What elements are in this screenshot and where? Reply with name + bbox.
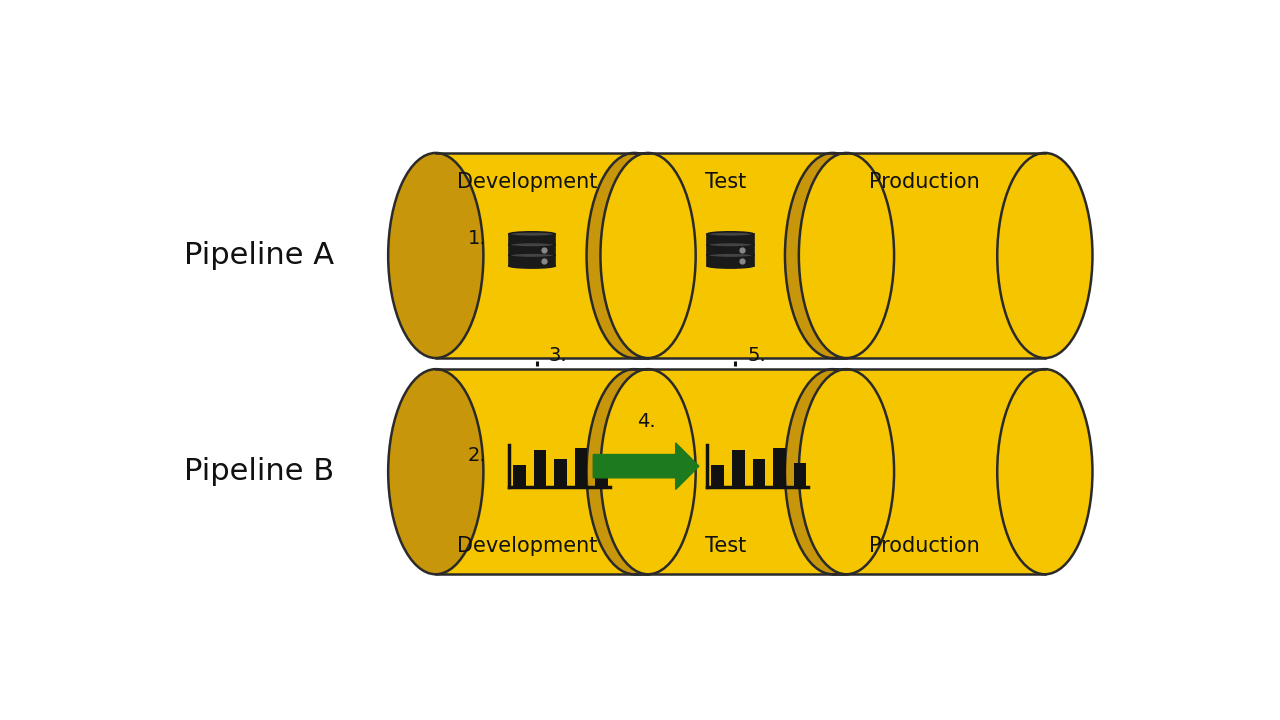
Bar — [634, 369, 846, 575]
Text: 5.: 5. — [748, 346, 765, 365]
Ellipse shape — [708, 253, 754, 258]
Bar — [832, 369, 1044, 575]
Text: Pipeline A: Pipeline A — [184, 241, 334, 270]
Bar — [435, 153, 648, 358]
Bar — [509, 256, 556, 266]
Ellipse shape — [509, 232, 556, 236]
Text: Test: Test — [705, 171, 746, 192]
Ellipse shape — [997, 369, 1093, 575]
Text: 4.: 4. — [636, 413, 655, 431]
Bar — [773, 448, 786, 487]
FancyArrow shape — [593, 443, 699, 490]
Ellipse shape — [586, 153, 682, 358]
Bar — [753, 459, 765, 487]
Ellipse shape — [600, 153, 696, 358]
Text: Development: Development — [457, 171, 598, 192]
Text: 1.: 1. — [467, 230, 486, 248]
Ellipse shape — [997, 153, 1093, 358]
Text: Pipeline B: Pipeline B — [184, 457, 334, 486]
Ellipse shape — [509, 253, 556, 258]
Text: 3.: 3. — [549, 346, 567, 365]
Bar — [712, 465, 724, 487]
Text: Production: Production — [869, 536, 979, 556]
Ellipse shape — [388, 369, 484, 575]
Bar — [534, 450, 547, 487]
Bar — [435, 369, 648, 575]
Ellipse shape — [785, 369, 881, 575]
Ellipse shape — [785, 153, 881, 358]
Bar — [794, 464, 806, 487]
Bar — [595, 464, 608, 487]
Bar — [509, 245, 556, 255]
Ellipse shape — [799, 369, 893, 575]
Ellipse shape — [388, 153, 484, 358]
Ellipse shape — [586, 369, 682, 575]
Bar — [708, 245, 754, 255]
Bar — [708, 234, 754, 245]
Text: Test: Test — [705, 536, 746, 556]
Ellipse shape — [708, 232, 754, 236]
Ellipse shape — [799, 153, 893, 358]
Ellipse shape — [708, 243, 754, 247]
Bar — [509, 234, 556, 245]
Text: Development: Development — [457, 536, 598, 556]
Bar — [708, 256, 754, 266]
Ellipse shape — [509, 264, 556, 268]
Bar — [732, 450, 745, 487]
Ellipse shape — [708, 264, 754, 268]
Bar — [832, 153, 1044, 358]
Bar — [634, 153, 846, 358]
Bar — [575, 448, 588, 487]
Ellipse shape — [600, 369, 696, 575]
Bar — [554, 459, 567, 487]
Text: 2.: 2. — [467, 446, 486, 464]
Bar — [513, 465, 526, 487]
Text: Production: Production — [869, 171, 979, 192]
Ellipse shape — [509, 243, 556, 247]
